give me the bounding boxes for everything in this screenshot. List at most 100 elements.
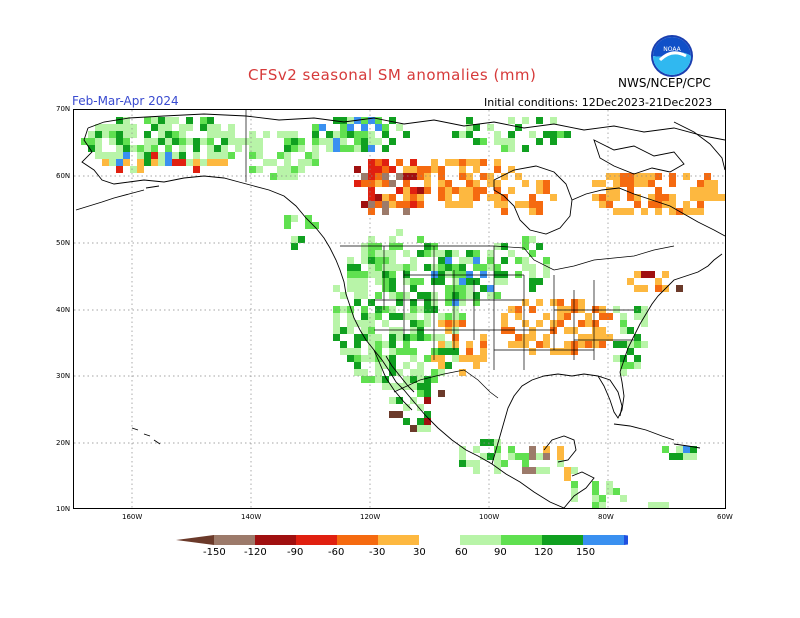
- anomaly-cell: [550, 327, 557, 334]
- anomaly-cell: [438, 166, 445, 173]
- colorbar-segment: [296, 535, 337, 545]
- anomaly-cell: [347, 131, 354, 138]
- anomaly-cell: [683, 446, 690, 453]
- anomaly-cell: [424, 180, 431, 187]
- anomaly-cell: [354, 341, 361, 348]
- anomaly-cell: [613, 355, 620, 362]
- anomaly-cell: [410, 299, 417, 306]
- anomaly-cell: [592, 306, 599, 313]
- anomaly-cell: [487, 264, 494, 271]
- anomaly-cell: [382, 166, 389, 173]
- anomaly-cell: [557, 131, 564, 138]
- anomaly-cell: [536, 180, 543, 187]
- anomaly-cell: [123, 117, 130, 124]
- anomaly-cell: [641, 173, 648, 180]
- map-title: CFSv2 seasonal SM anomalies (mm): [248, 66, 537, 84]
- anomaly-cell: [452, 292, 459, 299]
- anomaly-cell: [536, 278, 543, 285]
- anomaly-cell: [592, 495, 599, 502]
- anomaly-cell: [487, 439, 494, 446]
- anomaly-cell: [452, 306, 459, 313]
- anomaly-cell: [431, 166, 438, 173]
- anomaly-cell: [459, 278, 466, 285]
- lon-label: 80W: [598, 513, 614, 521]
- anomaly-cell: [277, 166, 284, 173]
- anomaly-cell: [522, 117, 529, 124]
- anomaly-cell: [361, 306, 368, 313]
- anomaly-cell: [669, 208, 676, 215]
- anomaly-cell: [151, 117, 158, 124]
- anomaly-cell: [634, 201, 641, 208]
- anomaly-cell: [592, 488, 599, 495]
- colorbar-segment: [378, 535, 419, 545]
- anomaly-cell: [368, 159, 375, 166]
- anomaly-cell: [466, 131, 473, 138]
- anomaly-cell: [452, 278, 459, 285]
- anomaly-cell: [424, 418, 431, 425]
- anomaly-cell: [445, 187, 452, 194]
- legend-label: 90: [494, 547, 507, 558]
- anomaly-cell: [298, 166, 305, 173]
- anomaly-cell: [221, 159, 228, 166]
- anomaly-cell: [424, 264, 431, 271]
- anomaly-cell: [508, 341, 515, 348]
- anomaly-cell: [487, 257, 494, 264]
- anomaly-cell: [529, 236, 536, 243]
- anomaly-cell: [179, 145, 186, 152]
- anomaly-cell: [123, 138, 130, 145]
- anomaly-cell: [375, 194, 382, 201]
- anomaly-cell: [172, 159, 179, 166]
- anomaly-cell: [438, 271, 445, 278]
- anomaly-cell: [305, 215, 312, 222]
- logo-text: NOAA: [663, 46, 681, 53]
- anomaly-cell: [459, 320, 466, 327]
- anomaly-cell: [389, 369, 396, 376]
- anomaly-cell: [697, 187, 704, 194]
- anomaly-cell: [508, 446, 515, 453]
- anomaly-cell: [627, 327, 634, 334]
- anomaly-cell: [522, 243, 529, 250]
- anomaly-cell: [445, 285, 452, 292]
- colorbar-segment: [255, 535, 296, 545]
- anomaly-cell: [613, 180, 620, 187]
- anomaly-cell: [375, 334, 382, 341]
- anomaly-cell: [312, 159, 319, 166]
- anomaly-cell: [655, 502, 662, 508]
- anomaly-cell: [417, 194, 424, 201]
- anomaly-cell: [207, 138, 214, 145]
- anomaly-cell: [417, 425, 424, 432]
- anomaly-cell: [599, 341, 606, 348]
- anomaly-cell: [501, 327, 508, 334]
- anomaly-cell: [487, 124, 494, 131]
- anomaly-cell: [669, 453, 676, 460]
- anomaly-cell: [473, 250, 480, 257]
- anomaly-cell: [375, 257, 382, 264]
- anomaly-cell: [410, 257, 417, 264]
- anomaly-cell: [543, 271, 550, 278]
- anomaly-cell: [424, 376, 431, 383]
- anomaly-cell: [375, 341, 382, 348]
- anomaly-cell: [375, 117, 382, 124]
- anomaly-cell: [494, 194, 501, 201]
- anomaly-cell: [368, 173, 375, 180]
- lat-label: 70N: [56, 105, 71, 113]
- anomaly-cell: [501, 257, 508, 264]
- anomaly-cell: [459, 264, 466, 271]
- anomaly-cell: [186, 117, 193, 124]
- anomaly-cell: [431, 376, 438, 383]
- anomaly-cell: [389, 180, 396, 187]
- anomaly-cell: [382, 250, 389, 257]
- anomaly-cell: [466, 271, 473, 278]
- anomaly-cell: [417, 250, 424, 257]
- anomaly-cell: [529, 271, 536, 278]
- anomaly-cell: [410, 425, 417, 432]
- anomaly-cell: [410, 383, 417, 390]
- anomaly-cell: [368, 348, 375, 355]
- anomaly-cell: [634, 271, 641, 278]
- anomaly-cell: [494, 264, 501, 271]
- anomaly-cell: [627, 348, 634, 355]
- anomaly-cell: [627, 362, 634, 369]
- anomaly-cell: [95, 152, 102, 159]
- anomaly-cell: [438, 250, 445, 257]
- anomaly-cell: [592, 194, 599, 201]
